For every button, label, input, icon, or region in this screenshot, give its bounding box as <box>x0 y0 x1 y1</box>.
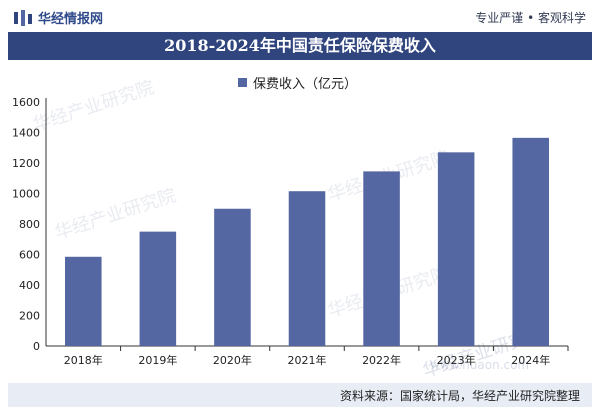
y-tick-label: 1200 <box>12 157 40 170</box>
x-tick-label: 2019年 <box>138 353 177 367</box>
x-tick-label: 2020年 <box>213 353 252 367</box>
logo-text: 华经情报网 <box>38 12 104 27</box>
legend-label: 保费收入（亿元） <box>253 77 358 92</box>
y-tick-label: 200 <box>19 310 40 323</box>
bar <box>363 171 400 346</box>
y-tick-label: 0 <box>33 340 40 353</box>
bar <box>512 137 549 346</box>
y-tick-label: 1000 <box>12 188 40 201</box>
x-tick-label: 2023年 <box>437 353 476 367</box>
tagline: 专业严谨 • 客观科学 <box>475 11 586 25</box>
y-tick-label: 1400 <box>12 127 40 140</box>
y-tick-label: 600 <box>19 249 40 262</box>
x-tick-label: 2021年 <box>288 353 327 367</box>
logo: 华经情报网 <box>14 8 103 27</box>
source-note: 资料来源：国家统计局，华经产业研究院整理 <box>339 389 580 403</box>
y-tick-label: 800 <box>19 218 40 231</box>
bar <box>214 208 251 346</box>
chart-legend: 保费收入（亿元） <box>238 73 357 92</box>
logo-icon <box>14 9 32 26</box>
bar <box>65 256 102 346</box>
bar <box>437 152 475 346</box>
footer: 资料来源：国家统计局，华经产业研究院整理 <box>8 383 592 407</box>
x-tick-label: 2022年 <box>362 353 401 367</box>
legend-swatch <box>238 78 247 87</box>
y-tick-label: 1600 <box>12 96 40 109</box>
y-tick-label: 400 <box>19 279 40 292</box>
bar <box>288 191 326 346</box>
header: 华经情报网 专业严谨 • 客观科学 <box>0 0 600 32</box>
bar <box>139 231 177 346</box>
chart-title: 2018-2024年中国责任保险保费收入 <box>8 32 592 60</box>
x-tick-label: 2018年 <box>64 353 103 367</box>
x-tick-label: 2024年 <box>511 353 550 367</box>
